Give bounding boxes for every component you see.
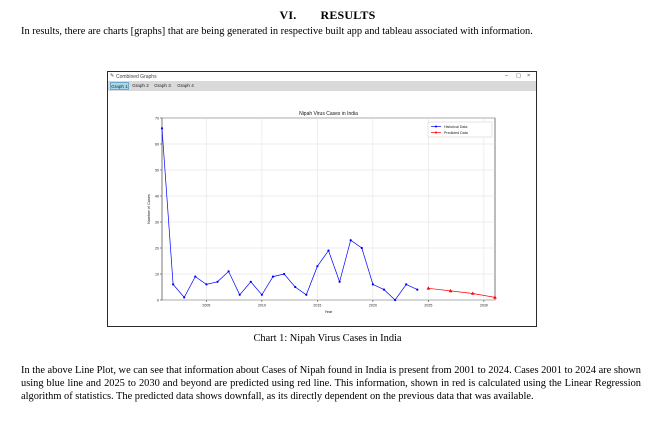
- data-point-historical: [172, 283, 175, 286]
- intro-paragraph: In results, there are charts [graphs] th…: [21, 26, 533, 37]
- app-feather-icon: ✎: [110, 73, 115, 79]
- data-point-historical: [183, 296, 186, 299]
- minimize-button[interactable]: –: [505, 72, 509, 79]
- data-point-historical: [160, 127, 164, 130]
- plot-area: [161, 117, 496, 301]
- tab-graph-2[interactable]: Graph 2: [132, 83, 149, 88]
- data-point-historical: [294, 285, 297, 289]
- y-tick-label: 10: [155, 273, 159, 277]
- data-point-historical: [205, 283, 208, 286]
- data-point-predicted: [448, 288, 453, 293]
- maximize-button[interactable]: ▢: [516, 72, 522, 79]
- app-window-screenshot: ✎ Combined Graphs – ▢ × Graph 1 Graph 2 …: [107, 71, 537, 327]
- data-point-historical: [394, 298, 397, 302]
- y-axis-label: Number of Cases: [147, 194, 151, 224]
- data-point-historical: [238, 293, 241, 296]
- data-point-historical: [271, 275, 275, 278]
- data-point-predicted: [471, 291, 475, 295]
- x-tick-label: 2025: [424, 304, 432, 308]
- legend-label: Predicted Data: [444, 131, 468, 135]
- data-point-historical: [405, 283, 408, 286]
- section-heading: VI. RESULTS: [0, 8, 655, 23]
- data-point-historical: [216, 280, 219, 283]
- data-point-historical: [316, 265, 319, 268]
- x-tick-label: 2015: [313, 304, 321, 308]
- data-point-historical: [349, 239, 352, 242]
- data-point-historical: [249, 280, 252, 283]
- tab-graph-3[interactable]: Graph 3: [154, 83, 171, 88]
- close-button[interactable]: ×: [527, 72, 531, 79]
- data-point-historical: [327, 249, 330, 252]
- series-line-1: [161, 128, 418, 301]
- y-tick-label: 60: [155, 143, 159, 147]
- discussion-paragraph: In the above Line Plot, we can see that …: [21, 365, 641, 402]
- y-tick-label: 0: [157, 299, 159, 303]
- tab-bar: Graph 1 Graph 2 Graph 3 Graph 4: [108, 81, 536, 91]
- legend-swatch-marker: [435, 131, 437, 134]
- x-tick-label: 2020: [369, 304, 377, 308]
- data-point-historical: [194, 275, 197, 278]
- x-tick-label: 2005: [202, 304, 210, 308]
- legend-label: Historical Data: [444, 125, 467, 129]
- y-tick-label: 50: [155, 169, 159, 173]
- data-point-predicted: [493, 295, 497, 299]
- window-title: Combined Graphs: [116, 73, 157, 80]
- y-tick-label: 70: [155, 117, 159, 121]
- data-point-historical: [227, 270, 230, 273]
- section-title: RESULTS: [320, 8, 376, 22]
- window-titlebar: ✎ Combined Graphs – ▢ ×: [108, 72, 536, 81]
- series-line-2: [428, 287, 496, 298]
- data-point-historical: [360, 246, 363, 250]
- data-point-historical: [416, 288, 419, 291]
- data-point-historical: [260, 293, 263, 296]
- data-point-historical: [382, 288, 386, 291]
- legend-swatch-marker: [435, 125, 437, 128]
- data-point-historical: [371, 283, 374, 286]
- tab-graph-4[interactable]: Graph 4: [177, 83, 194, 88]
- figure-caption: Chart 1: Nipah Virus Cases in India: [253, 333, 402, 344]
- data-point-predicted: [426, 286, 431, 290]
- data-point-historical: [305, 293, 308, 296]
- tab-graph-1[interactable]: Graph 1: [110, 82, 129, 90]
- x-axis-label: Year: [325, 310, 333, 314]
- y-tick-label: 20: [155, 247, 159, 251]
- x-tick-label: 2030: [480, 304, 488, 308]
- data-point-historical: [283, 272, 286, 276]
- y-tick-label: 30: [155, 221, 159, 225]
- chart-title: Nipah Virus Cases in India: [299, 111, 358, 117]
- legend-box: [427, 121, 493, 138]
- x-tick-label: 2010: [258, 304, 266, 308]
- y-tick-label: 40: [155, 195, 159, 199]
- section-number: VI.: [279, 8, 297, 22]
- data-point-historical: [338, 280, 341, 283]
